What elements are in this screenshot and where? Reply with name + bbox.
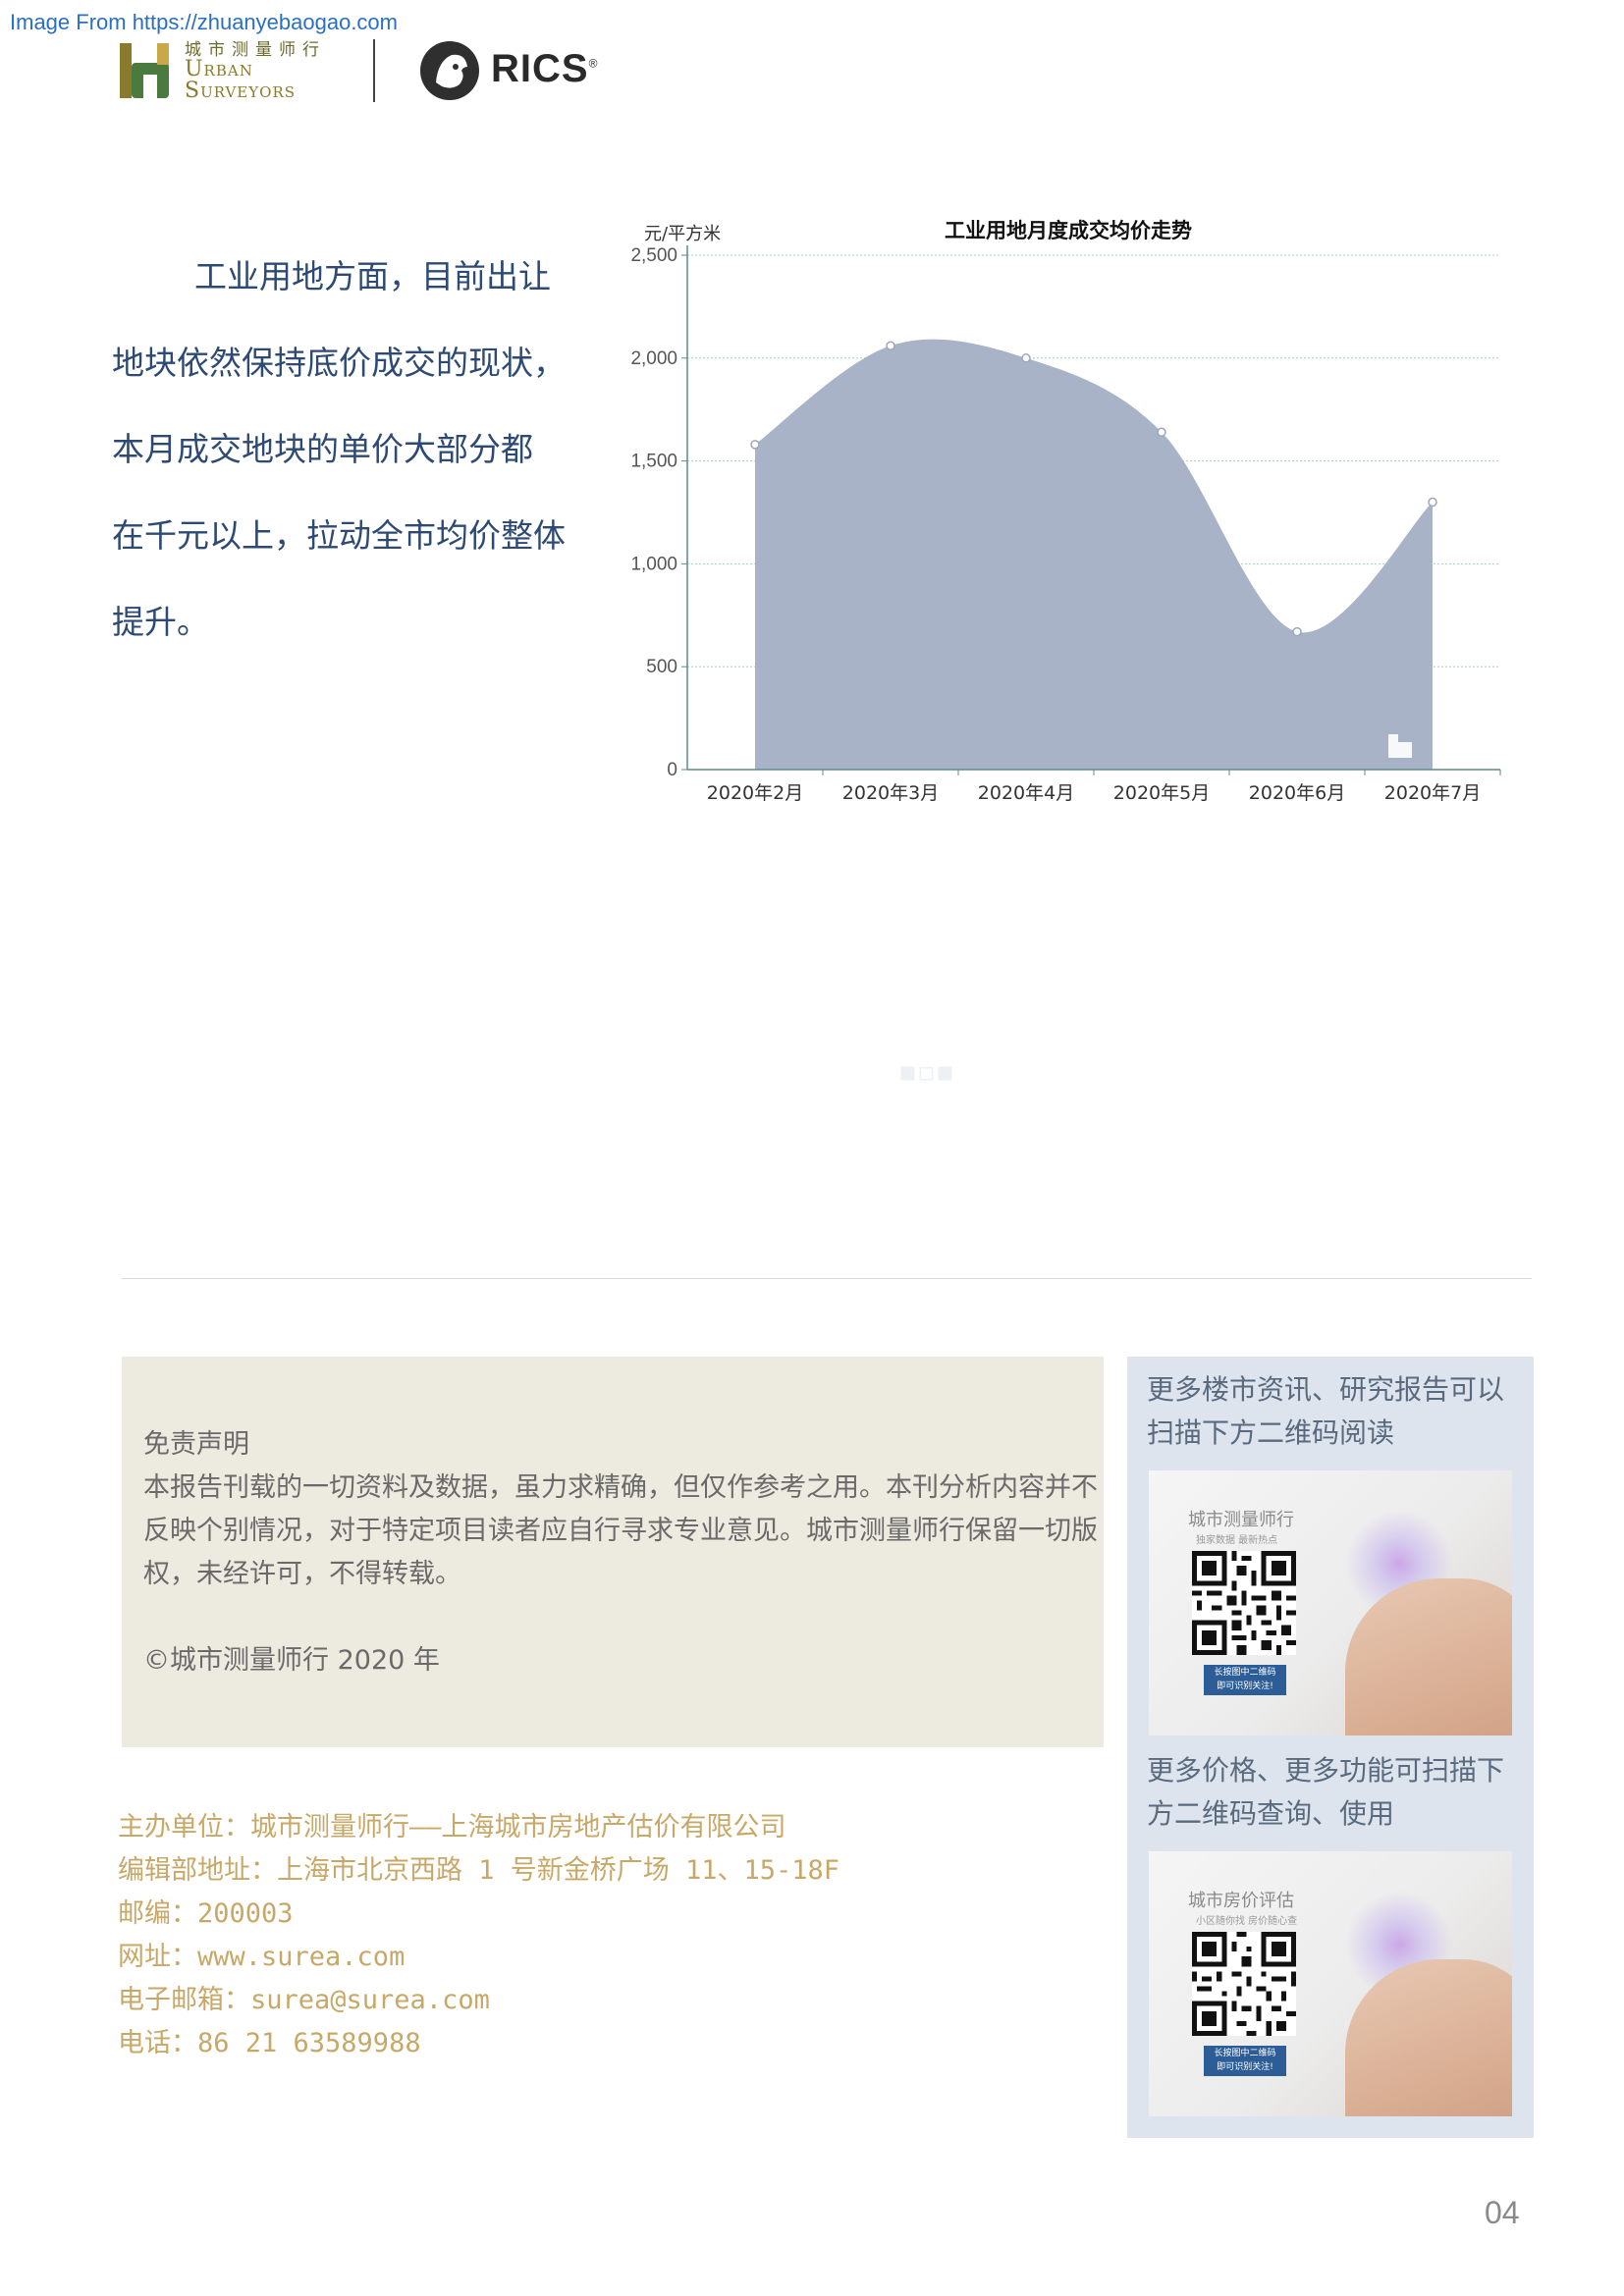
qr-panel: 更多楼市资讯、研究报告可以扫描下方二维码阅读 城市测量师行 独家数据 最新热点 … [1127, 1357, 1534, 2138]
rics-lion-icon [416, 37, 483, 104]
qr-card-title: 城市测量师行 [1188, 1510, 1294, 1530]
chart-watermark-icon [1398, 742, 1412, 758]
disclaimer-title: 免责声明 [143, 1429, 249, 1460]
data-point [886, 341, 895, 350]
qr-card-title: 城市房价评估 [1188, 1891, 1294, 1911]
x-tick-label: 2020年3月 [842, 782, 939, 804]
x-tick-label: 2020年7月 [1384, 782, 1481, 804]
qr-card-surveyors[interactable]: 城市测量师行 独家数据 最新热点 长按图中二维码 即可识别关注! [1149, 1470, 1512, 1735]
contact-phone: 电话：86 21 63589988 [118, 2028, 421, 2058]
x-tick-label: 2020年5月 [1113, 782, 1210, 804]
qr-code-icon[interactable] [1192, 1932, 1296, 2036]
disclaimer-copyright: ©城市测量师行 2020 年 [143, 1645, 440, 1676]
chart-svg: 0 500 1,000 1,500 2,000 2,500 2020年2月 2020年3月 20… [630, 219, 1501, 804]
paragraph-line-1-text: 工业用地方面，目前出让 [194, 257, 551, 295]
paragraph-line-3: 本月成交地块的单价大部分都 [112, 430, 533, 468]
data-point [1157, 427, 1166, 438]
logo-english-name: Urban Surveyors [185, 59, 296, 102]
panel-text-pricing: 更多价格、更多功能可扫描下方二维码查询、使用 [1147, 1754, 1505, 1830]
data-point [1428, 497, 1437, 507]
qr-card-button: 长按图中二维码 即可识别关注! [1204, 2046, 1286, 2076]
chart-watermark-icon [1388, 734, 1398, 758]
contact-info: 主办单位：城市测量师行——上海城市房地产估价有限公司 编辑部地址：上海市北京西路… [118, 1806, 1001, 2065]
y-tick-label: 1,500 [630, 452, 677, 472]
qr-code-icon[interactable] [1192, 1551, 1296, 1655]
page-number: 04 [1485, 2195, 1520, 2230]
qr-card-pricing[interactable]: 城市房价评估 小区随你找 房价随心查 长按图中二维码 即可识别关注! [1149, 1851, 1512, 2116]
hand-image [1345, 1959, 1512, 2116]
contact-organizer: 主办单位：城市测量师行——上海城市房地产估价有限公司 [118, 1812, 786, 1842]
disclaimer-box: 免责声明 本报告刊载的一切资料及数据，虽力求精确，但仅作参考之用。本刊分析内容并… [122, 1357, 1104, 1747]
x-tick-label: 2020年4月 [978, 782, 1074, 804]
y-axis-unit-label: 元/平方米 [644, 224, 721, 244]
qr-card-subtitle: 小区随你找 房价随心查 [1196, 1916, 1298, 1927]
contact-address: 编辑部地址：上海市北京西路 1 号新金桥广场 11、15-18F [118, 1855, 840, 1886]
y-tick-label: 2,500 [630, 245, 677, 266]
y-tick-label: 0 [667, 760, 677, 780]
paragraph-line-2: 地块依然保持底价成交的现状， [112, 344, 566, 382]
data-point [1292, 626, 1302, 637]
y-tick-label: 500 [646, 657, 677, 677]
y-tick-label: 2,000 [630, 348, 677, 369]
panel-text-reports: 更多楼市资讯、研究报告可以扫描下方二维码阅读 [1147, 1373, 1505, 1449]
header-divider [373, 39, 375, 102]
urban-surveyors-logo-icon [118, 41, 173, 100]
industrial-land-paragraph: 工业用地方面，目前出让 地块依然保持底价成交的现状， 本月成交地块的单价大部分都… [112, 234, 573, 666]
data-point [1021, 353, 1031, 363]
chart-title: 工业用地月度成交均价走势 [945, 219, 1192, 242]
contact-postcode: 邮编：200003 [118, 1898, 294, 1929]
rics-registered-mark: ® [588, 56, 599, 71]
contact-email[interactable]: 电子邮箱：surea@surea.com [118, 1985, 490, 2015]
data-point [750, 440, 760, 450]
contact-website[interactable]: 网址：www.surea.com [118, 1942, 406, 1972]
paragraph-line-4: 在千元以上，拉动全市均价整体 [112, 516, 566, 555]
y-tick-label: 1,000 [630, 554, 677, 574]
rics-wordmark: RICS® [491, 47, 598, 91]
disclaimer-body: 本报告刊载的一切资料及数据，虽力求精确，但仅作参考之用。本刊分析内容并不反映个别… [143, 1472, 1098, 1589]
x-tick-label: 2020年2月 [707, 782, 803, 804]
paragraph-line-5: 提升。 [112, 603, 209, 641]
hand-image [1345, 1578, 1512, 1735]
area-series [755, 339, 1433, 770]
section-divider [122, 1278, 1532, 1279]
logo-english-line2: Surveyors [185, 79, 297, 103]
qr-card-button: 长按图中二维码 即可识别关注! [1204, 1665, 1286, 1695]
faint-watermark: ▪▫▪ [898, 1055, 954, 1088]
qr-card-subtitle: 独家数据 最新热点 [1196, 1535, 1278, 1546]
paragraph-line-1: 工业用地方面，目前出让 [112, 234, 573, 320]
logo-english-line1: Urban [185, 57, 253, 81]
rics-label: RICS [491, 47, 589, 90]
industrial-land-price-chart: 0 500 1,000 1,500 2,000 2,500 2020年2月 2020年3月 20… [617, 208, 1520, 817]
x-tick-label: 2020年6月 [1249, 782, 1345, 804]
source-note[interactable]: Image From https://zhuanyebaogao.com [10, 10, 398, 34]
logo-chinese-name: 城市测量师行 [185, 40, 326, 60]
